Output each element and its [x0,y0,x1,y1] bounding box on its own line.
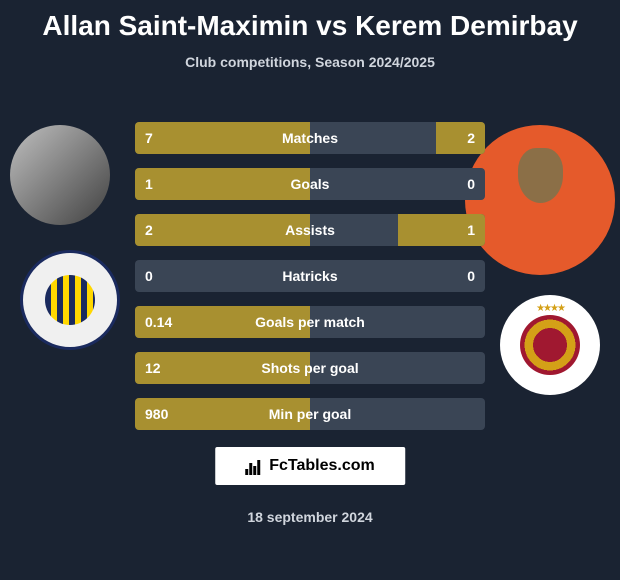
subtitle: Club competitions, Season 2024/2025 [0,54,620,70]
chart-icon [245,457,263,475]
stat-right-value: 2 [467,130,475,146]
stat-label: Assists [285,222,335,238]
stat-right-value: 0 [467,176,475,192]
stat-left-value: 980 [145,406,168,422]
stat-bar: 980 Min per goal [135,398,485,430]
stats-bars: 7 Matches 2 1 Goals 0 2 Assists 1 0 [135,122,485,444]
stat-bar: 0 Hatricks 0 [135,260,485,292]
page-title: Allan Saint-Maximin vs Kerem Demirbay [0,10,620,42]
player2-avatar [465,125,615,275]
player2-club-logo: ★★★★ [500,295,600,395]
watermark: FcTables.com [215,447,405,485]
club-logo-icon: ★★★★ [500,295,600,395]
stat-bar: 7 Matches 2 [135,122,485,154]
stat-bar: 2 Assists 1 [135,214,485,246]
watermark-text: FcTables.com [269,457,375,475]
stat-label: Shots per goal [261,360,358,376]
stat-label: Min per goal [269,406,351,422]
stat-bar: 1 Goals 0 [135,168,485,200]
stat-left-value: 7 [145,130,153,146]
stat-right-value: 1 [467,222,475,238]
stat-left-value: 2 [145,222,153,238]
stat-label: Matches [282,130,338,146]
stat-left-value: 0 [145,268,153,284]
date-label: 18 september 2024 [247,509,372,525]
stat-bar: 0.14 Goals per match [135,306,485,338]
stat-left-value: 0.14 [145,314,172,330]
player1-club-logo [20,250,120,350]
stat-right-value: 0 [467,268,475,284]
stat-label: Goals [291,176,330,192]
club-logo-icon [23,253,117,347]
player1-avatar [10,125,110,225]
stat-label: Goals per match [255,314,365,330]
comparison-infographic: Allan Saint-Maximin vs Kerem Demirbay Cl… [0,0,620,580]
stat-left-value: 1 [145,176,153,192]
stat-left-value: 12 [145,360,161,376]
stat-label: Hatricks [282,268,337,284]
stat-bar: 12 Shots per goal [135,352,485,384]
